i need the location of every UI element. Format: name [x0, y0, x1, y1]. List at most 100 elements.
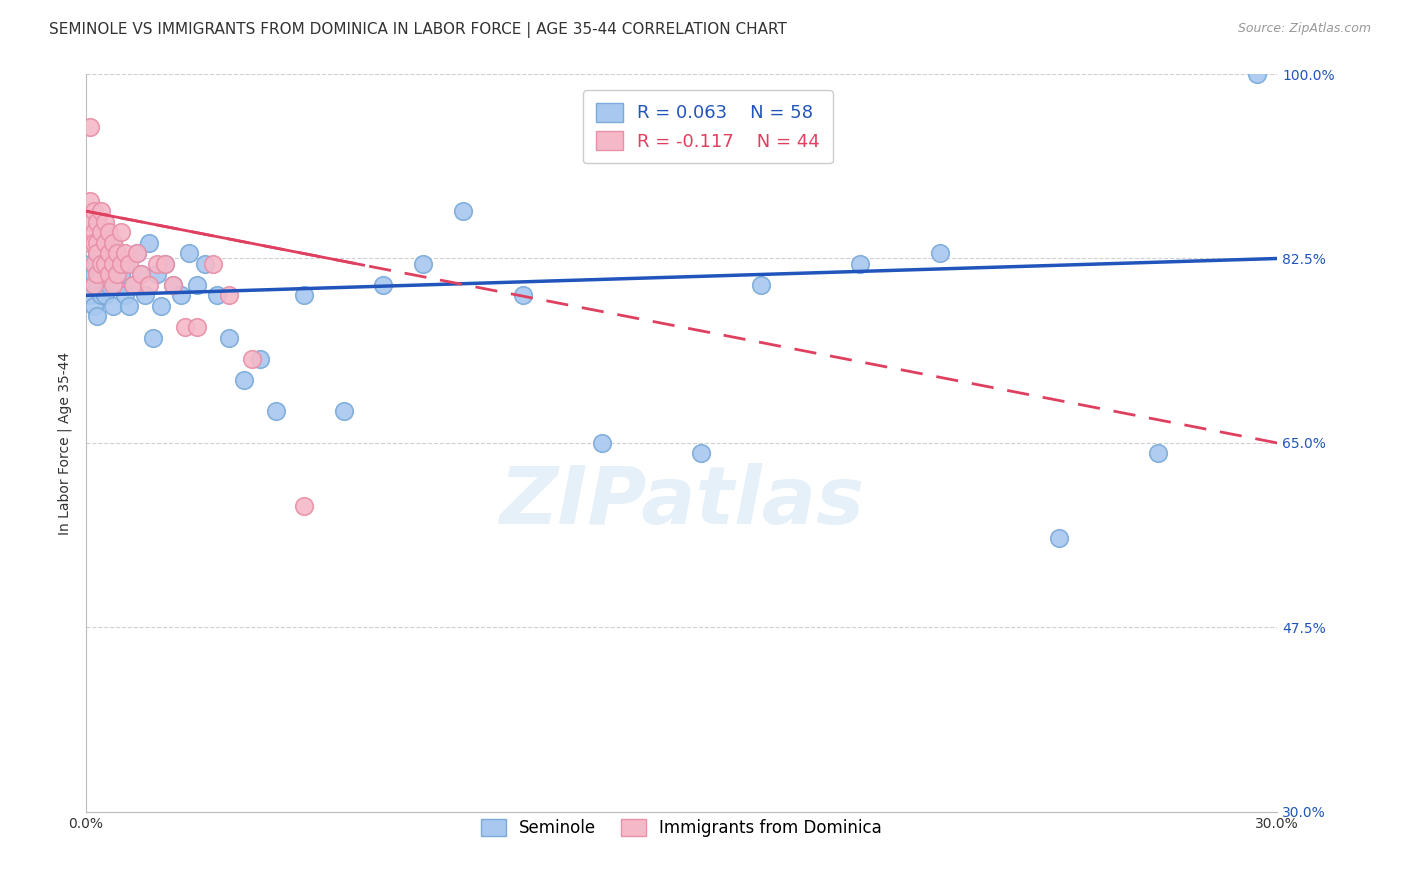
Point — [177, 246, 200, 260]
Point — [90, 225, 112, 239]
Point — [86, 235, 108, 250]
Point — [94, 257, 117, 271]
Point — [103, 235, 125, 250]
Point — [83, 204, 105, 219]
Point — [86, 257, 108, 271]
Point — [928, 246, 950, 260]
Point — [118, 299, 141, 313]
Point — [146, 257, 169, 271]
Point — [79, 257, 101, 271]
Text: ZIPatlas: ZIPatlas — [499, 463, 863, 541]
Point — [83, 299, 105, 313]
Point — [373, 277, 395, 292]
Point — [86, 214, 108, 228]
Point — [94, 214, 117, 228]
Point — [98, 246, 121, 260]
Point — [292, 288, 315, 302]
Point — [690, 446, 713, 460]
Point — [218, 330, 240, 344]
Point — [1246, 67, 1268, 81]
Point — [98, 246, 121, 260]
Point — [122, 277, 145, 292]
Point — [150, 299, 173, 313]
Point — [105, 277, 128, 292]
Point — [122, 277, 145, 292]
Point — [90, 257, 112, 271]
Point — [849, 257, 872, 271]
Point — [94, 225, 117, 239]
Point — [98, 225, 121, 239]
Point — [98, 268, 121, 282]
Point — [186, 277, 208, 292]
Point — [79, 194, 101, 208]
Point — [90, 235, 112, 250]
Point — [186, 320, 208, 334]
Point — [79, 288, 101, 302]
Point — [105, 246, 128, 260]
Point — [134, 288, 156, 302]
Y-axis label: In Labor Force | Age 35-44: In Labor Force | Age 35-44 — [58, 351, 72, 534]
Point — [90, 268, 112, 282]
Point — [114, 257, 136, 271]
Point — [127, 246, 149, 260]
Legend: Seminole, Immigrants from Dominica: Seminole, Immigrants from Dominica — [474, 813, 889, 844]
Point — [201, 257, 224, 271]
Point — [86, 268, 108, 282]
Point — [98, 277, 121, 292]
Point — [194, 257, 217, 271]
Point — [205, 288, 228, 302]
Point — [591, 436, 613, 450]
Point — [129, 268, 152, 282]
Point — [1147, 446, 1170, 460]
Point — [83, 225, 105, 239]
Point — [103, 257, 125, 271]
Point — [83, 268, 105, 282]
Point — [249, 351, 271, 366]
Point — [127, 246, 149, 260]
Point — [83, 235, 105, 250]
Point — [233, 373, 256, 387]
Point — [114, 288, 136, 302]
Point — [129, 268, 152, 282]
Point — [110, 225, 132, 239]
Text: Source: ZipAtlas.com: Source: ZipAtlas.com — [1237, 22, 1371, 36]
Point — [83, 257, 105, 271]
Point — [118, 257, 141, 271]
Point — [333, 404, 356, 418]
Point — [138, 235, 160, 250]
Point — [94, 257, 117, 271]
Point — [105, 268, 128, 282]
Point — [86, 246, 108, 260]
Point — [162, 277, 184, 292]
Point — [218, 288, 240, 302]
Point — [162, 277, 184, 292]
Point — [110, 268, 132, 282]
Point — [110, 257, 132, 271]
Point — [103, 235, 125, 250]
Point — [86, 310, 108, 324]
Point — [146, 268, 169, 282]
Point — [173, 320, 195, 334]
Point — [94, 235, 117, 250]
Point — [79, 235, 101, 250]
Point — [94, 288, 117, 302]
Point — [264, 404, 287, 418]
Point — [153, 257, 176, 271]
Point — [153, 257, 176, 271]
Point — [749, 277, 772, 292]
Point — [242, 351, 264, 366]
Point — [83, 235, 105, 250]
Point — [412, 257, 434, 271]
Point — [138, 277, 160, 292]
Point — [1047, 531, 1070, 545]
Point — [79, 120, 101, 134]
Point — [83, 277, 105, 292]
Point — [90, 204, 112, 219]
Point — [142, 330, 165, 344]
Point — [512, 288, 534, 302]
Point — [292, 499, 315, 513]
Point — [86, 277, 108, 292]
Point — [86, 246, 108, 260]
Point — [103, 277, 125, 292]
Point — [170, 288, 193, 302]
